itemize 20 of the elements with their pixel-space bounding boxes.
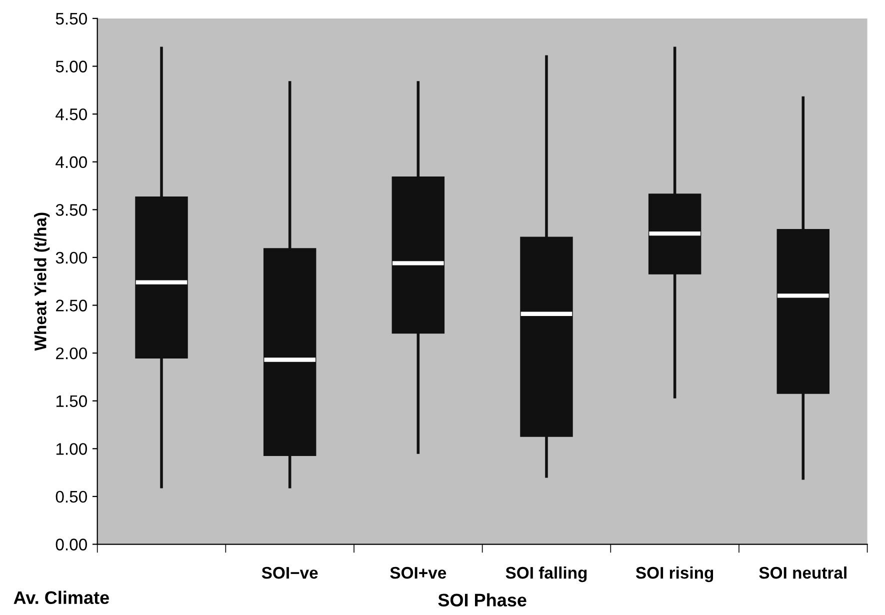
text: Av. Climate — [14, 590, 109, 604]
y-tick-label: 3.50 — [56, 204, 87, 216]
x-tick-label: SOI rising — [636, 566, 714, 582]
y-tick-label: 4.50 — [56, 108, 87, 120]
y-tick-label: 0.00 — [56, 538, 87, 550]
y-tick-label: 1.50 — [56, 395, 87, 408]
x-axis-title: SOI Phase — [438, 593, 526, 606]
x-tick-label: SOI+ve — [390, 566, 446, 579]
x-tick-label: SOI neutral — [759, 566, 846, 579]
x-tick-label: SOI falling — [506, 566, 587, 582]
y-tick-label: 5.00 — [56, 60, 87, 72]
y-tick-label: 2.50 — [56, 300, 87, 312]
y-tick-label: 4.00 — [56, 156, 87, 168]
y-tick-label: 5.50 — [56, 12, 87, 25]
y-axis-title: Wheat Yield (t/ha) — [34, 212, 50, 351]
y-tick-label: 2.00 — [56, 347, 87, 360]
x-tick-label: SOI−ve — [262, 566, 318, 579]
y-tick-label: 0.50 — [56, 490, 87, 503]
y-tick-label: 1.00 — [56, 443, 87, 455]
y-tick-label: 3.00 — [56, 252, 87, 264]
